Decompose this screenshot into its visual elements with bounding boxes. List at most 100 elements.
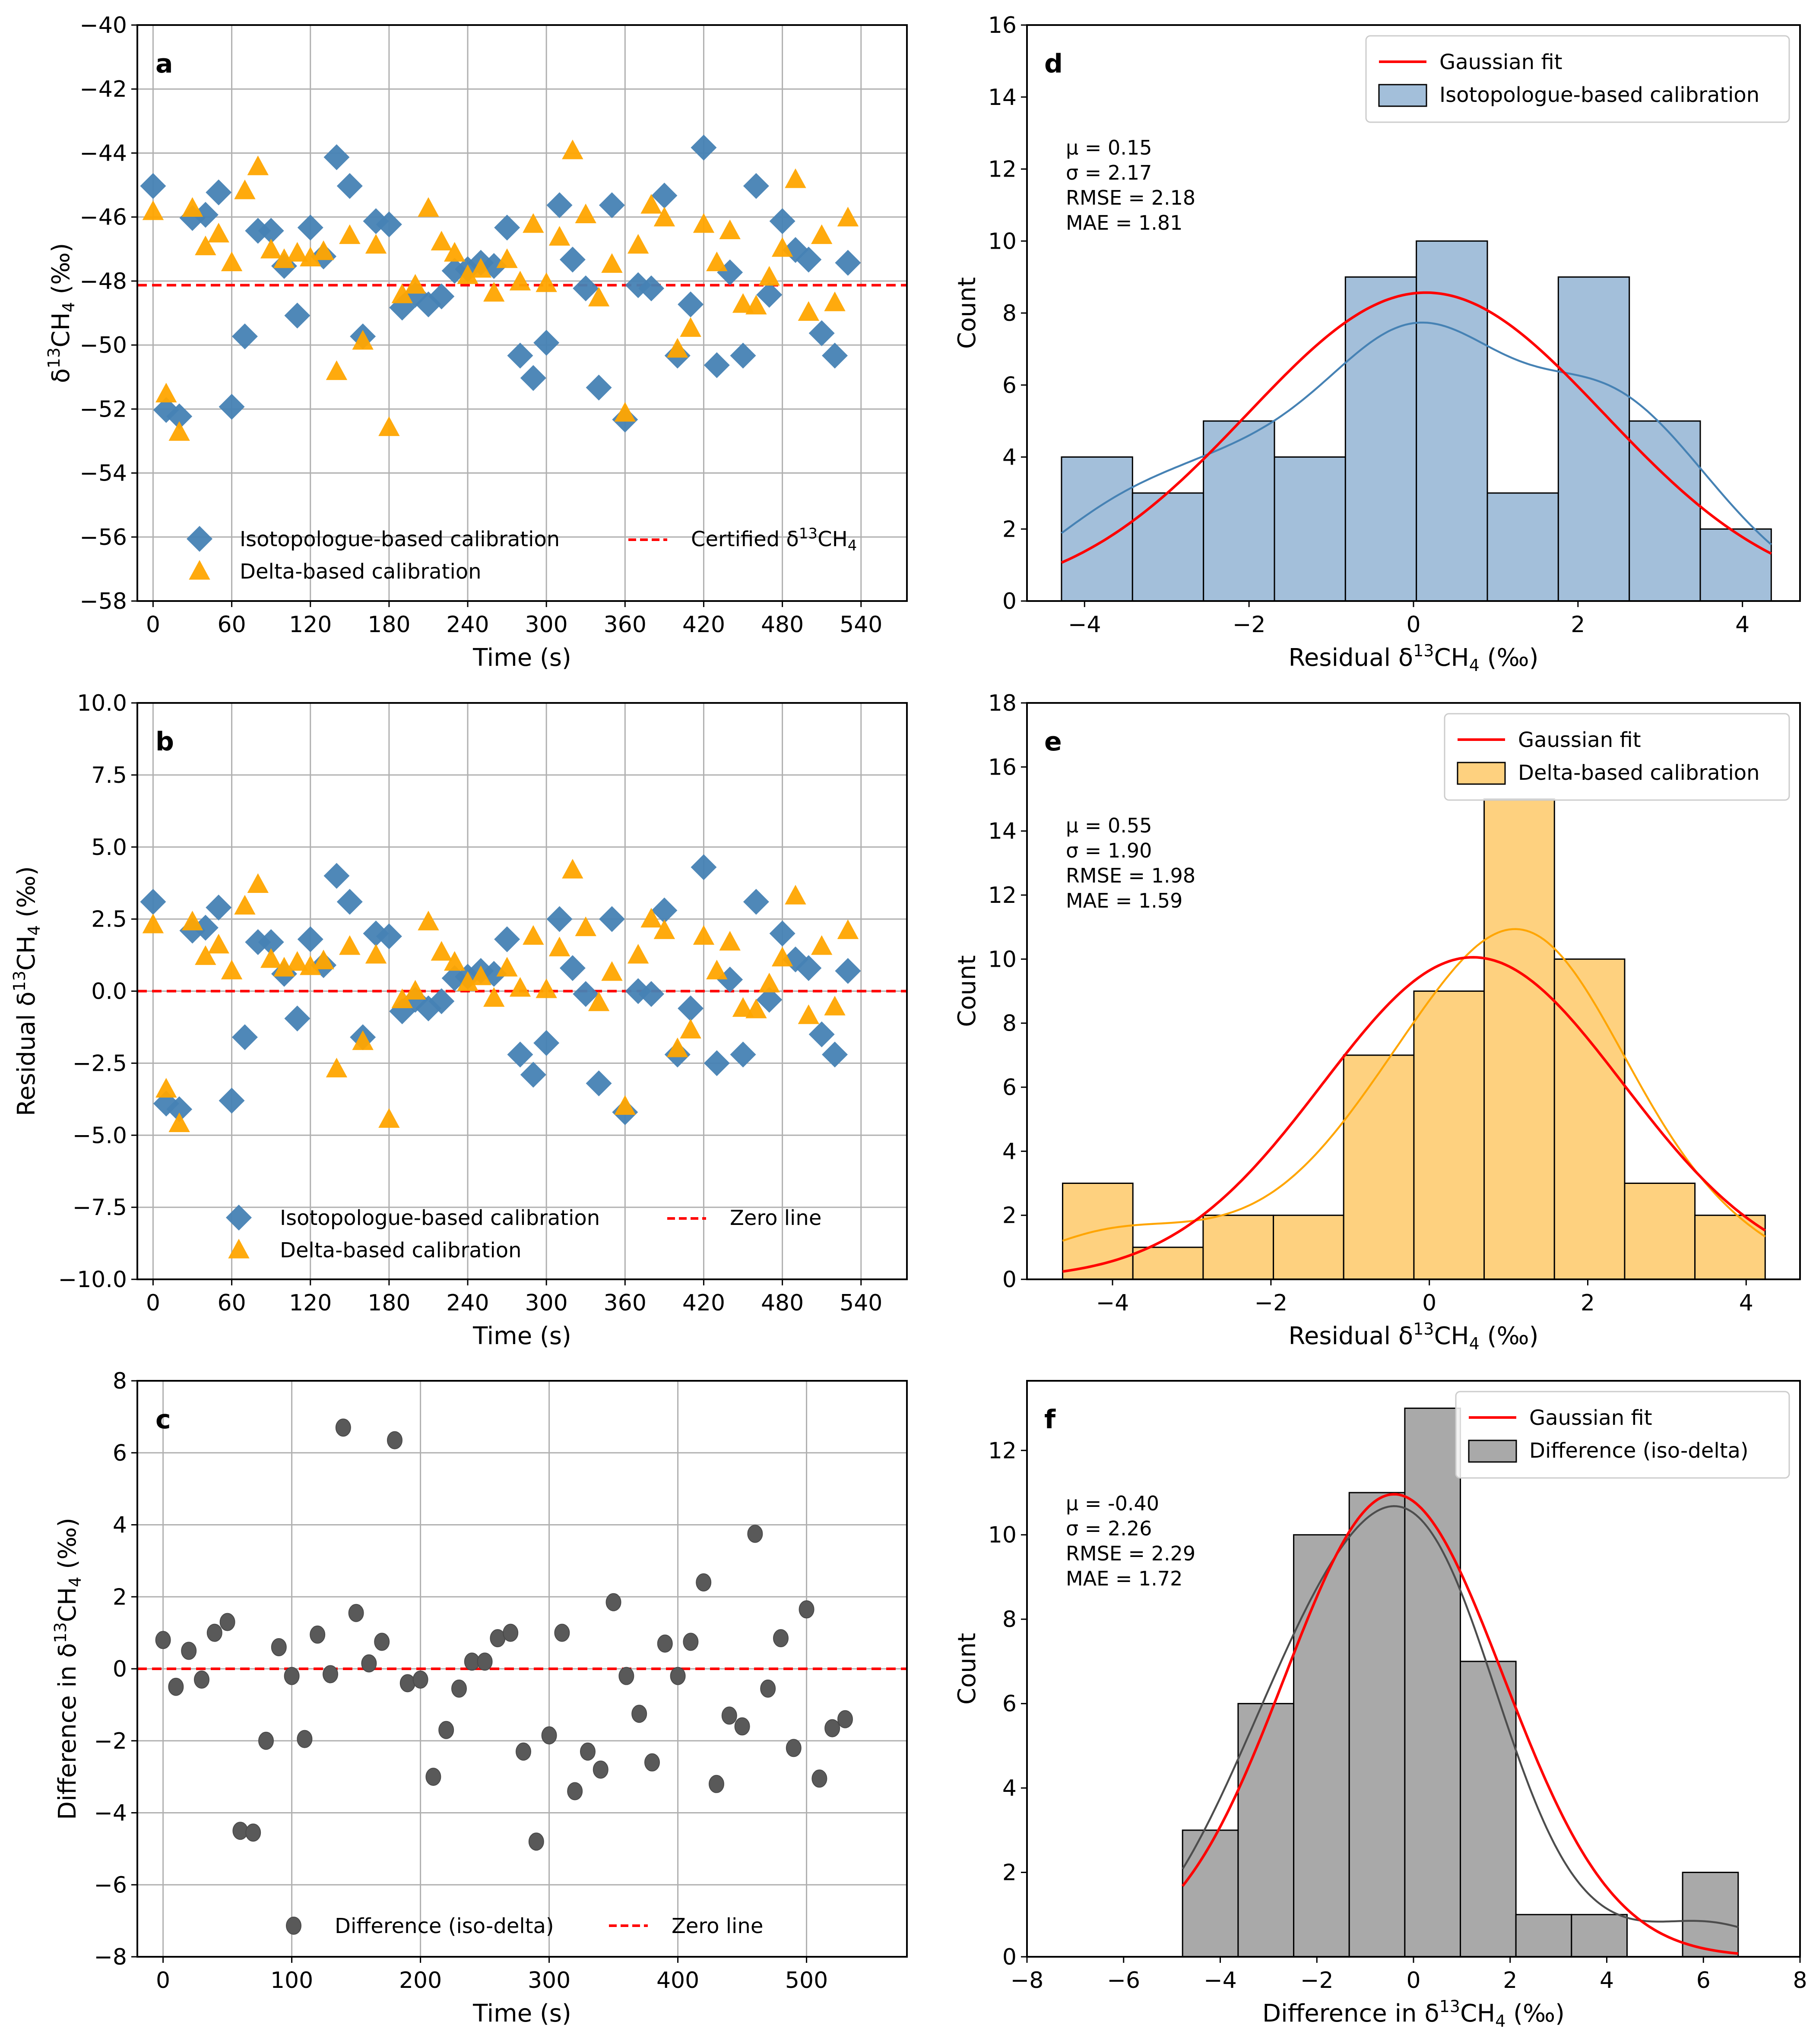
difference-point [554, 1623, 570, 1642]
iso-residual-point [573, 981, 599, 1007]
x-tick-label: 240 [446, 1290, 489, 1316]
x-tick-label: 8 [1793, 1968, 1807, 1993]
delta-residual-point [575, 916, 596, 937]
y-tick-label: −42 [79, 76, 127, 102]
iso-residual-point [520, 1062, 546, 1088]
y-tick-label: −10.0 [58, 1267, 127, 1293]
panel-b: 0 60 120 180 240 300 360 420 480 540 −10.0 −7.5 −5.0… [10, 690, 908, 1350]
plot-frame [1026, 1380, 1801, 1958]
y-tick-label: 4 [113, 1512, 127, 1538]
stat-line: MAE = 1.72 [1066, 1567, 1182, 1590]
y-tick-label: −44 [79, 140, 127, 166]
iso-residual-point [336, 889, 363, 915]
difference-point [335, 1418, 351, 1437]
legend-box [1365, 35, 1790, 123]
delta-residual-point [640, 908, 662, 928]
y-tick-label: 14 [988, 85, 1017, 111]
x-tick-label: −4 [1096, 1290, 1129, 1316]
delta-residual-point [457, 971, 479, 991]
delta-point [352, 330, 374, 350]
delta-residual-point [431, 941, 452, 961]
y-axis-label: Count [953, 955, 981, 1027]
difference-point [528, 1832, 544, 1851]
difference-point [683, 1633, 699, 1651]
delta-residual-point [155, 1078, 177, 1098]
panel-label: f [1044, 1405, 1056, 1435]
legend-iso-marker [226, 1205, 252, 1231]
x-tick-label: 200 [399, 1968, 442, 1993]
x-tick-label: 4 [1600, 1968, 1614, 1993]
iso-point [730, 342, 756, 369]
histogram-bar [1344, 276, 1417, 602]
gaussian-fit-curve [1061, 291, 1772, 564]
legend-certified-label: Certified δ13CH4 [691, 525, 857, 554]
stat-line: RMSE = 1.98 [1066, 864, 1195, 887]
delta-residual-point [404, 980, 426, 1000]
y-tick-label: 2 [113, 1584, 127, 1610]
y-tick-label: 4 [1002, 1775, 1017, 1801]
delta-residual-point [824, 996, 846, 1016]
histogram-bar [1348, 1492, 1406, 1958]
delta-residual-point [195, 945, 216, 965]
y-tick-label: 4 [1002, 445, 1017, 471]
y-tick-label: −58 [79, 589, 127, 614]
difference-point [193, 1671, 209, 1689]
x-axis-label: Time (s) [472, 2000, 571, 2028]
difference-point [155, 1631, 171, 1649]
iso-residual-point [559, 955, 586, 981]
delta-point [523, 213, 544, 233]
delta-residual-point [745, 998, 767, 1019]
iso-point [559, 247, 586, 273]
legend: Difference (iso-delta) Zero line [286, 1914, 763, 1938]
y-tick-label: 2.5 [91, 907, 127, 933]
legend-delta-label: Delta-based calibration [240, 560, 482, 584]
iso-point [599, 192, 625, 218]
delta-point [155, 383, 177, 403]
iso-point [795, 247, 822, 273]
y-tick-label: 10 [988, 1522, 1017, 1548]
delta-point [483, 282, 505, 302]
plot-frame [1026, 24, 1801, 602]
legend-hist-swatch [1378, 84, 1427, 107]
difference-point [824, 1719, 840, 1737]
delta-point [181, 197, 203, 217]
delta-point [667, 338, 688, 358]
delta-residual-point [168, 1112, 190, 1133]
y-tick-label: −46 [79, 205, 127, 231]
y-tick-label: −2.5 [73, 1050, 127, 1076]
stat-line: MAE = 1.81 [1066, 211, 1182, 234]
gaussian-fit-curve [1181, 1493, 1739, 1955]
x-tick-label: 360 [604, 612, 647, 638]
delta-residual-point [562, 859, 583, 879]
difference-point [399, 1674, 415, 1693]
delta-point [496, 248, 518, 268]
delta-residual-point [339, 935, 361, 955]
x-tick-label: 360 [604, 1290, 647, 1316]
y-tick-label: 8 [1002, 301, 1017, 326]
delta-residual-point [326, 1057, 348, 1078]
iso-residual-point [822, 1041, 848, 1068]
histogram-bar [1293, 1534, 1350, 1958]
delta-point [719, 219, 741, 240]
y-tick-label: 6 [113, 1440, 127, 1466]
difference-point [618, 1667, 634, 1685]
x-tick-label: 500 [785, 1968, 828, 1993]
delta-residual-point [444, 951, 466, 971]
x-tick-label: −2 [1300, 1968, 1334, 1993]
legend-hist-swatch [1468, 1440, 1517, 1463]
y-tick-label: 10 [988, 228, 1017, 254]
y-axis-label: Difference in δ13CH4 (‰) [51, 1518, 85, 1820]
difference-point [348, 1604, 364, 1622]
difference-point [696, 1573, 712, 1592]
y-tick-label: −48 [79, 269, 127, 294]
histogram-bar [1460, 1661, 1517, 1958]
iso-point [284, 302, 311, 329]
x-tick-label: 240 [446, 612, 489, 638]
stat-line: RMSE = 2.29 [1066, 1542, 1195, 1565]
difference-point [541, 1726, 557, 1745]
delta-point [745, 294, 767, 315]
legend-hist-swatch [1457, 762, 1506, 785]
iso-residual-point [704, 1050, 730, 1076]
legend: Gaussian fit Difference (iso-delta) [1455, 1391, 1790, 1479]
